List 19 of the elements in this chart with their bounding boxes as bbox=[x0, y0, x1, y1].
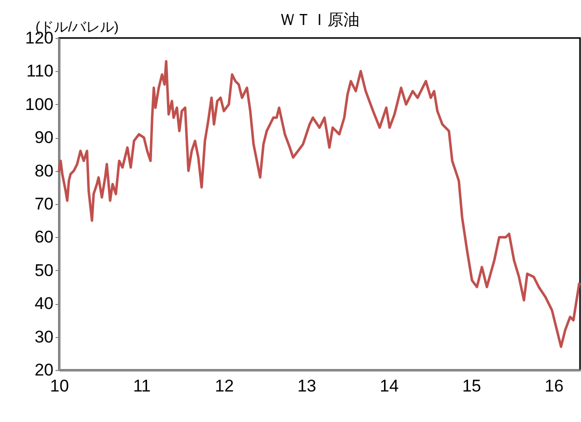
x-tick-label: 16 bbox=[544, 376, 564, 396]
chart-title: ＷＴＩ原油 bbox=[280, 11, 360, 29]
y-tick-label: 40 bbox=[34, 294, 54, 314]
x-tick-label: 14 bbox=[380, 376, 399, 396]
y-tick-label: 80 bbox=[34, 161, 54, 180]
y-tick-label: 60 bbox=[34, 228, 54, 247]
y-tick-label: 110 bbox=[26, 62, 54, 81]
x-tick-label: 15 bbox=[462, 376, 482, 396]
y-tick-label: 30 bbox=[34, 327, 54, 346]
x-tick-label: 11 bbox=[133, 376, 151, 396]
y-tick-label: 100 bbox=[25, 94, 54, 114]
line-series bbox=[58, 60, 580, 348]
y-tick-label: 90 bbox=[34, 128, 54, 148]
x-tick-label: 13 bbox=[297, 376, 316, 396]
y-tick-label: 20 bbox=[34, 360, 54, 380]
y-tick-label: 50 bbox=[34, 260, 54, 280]
y-tick-label: 70 bbox=[34, 194, 54, 214]
x-tick-label: 10 bbox=[50, 376, 69, 396]
x-tick-label: 12 bbox=[214, 376, 234, 396]
